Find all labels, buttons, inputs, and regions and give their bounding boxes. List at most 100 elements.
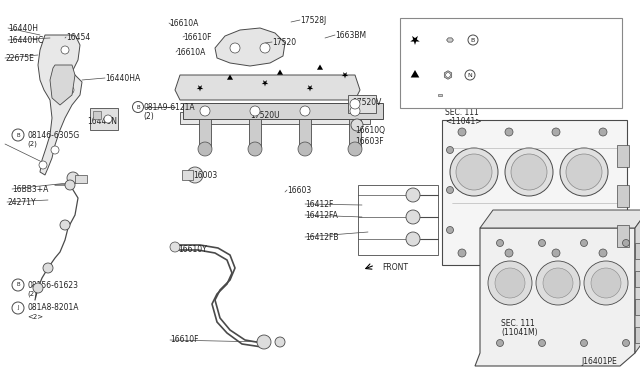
- Circle shape: [447, 147, 454, 154]
- Text: 16610Y: 16610Y: [178, 244, 207, 253]
- Text: 081A8-8501A: 081A8-8501A: [480, 35, 532, 45]
- Circle shape: [599, 249, 607, 257]
- Circle shape: [447, 227, 454, 234]
- Bar: [617, 225, 629, 247]
- Circle shape: [538, 340, 545, 346]
- Circle shape: [66, 86, 74, 94]
- Text: FRONT: FRONT: [382, 263, 408, 272]
- Text: 1663BM: 1663BM: [335, 31, 366, 39]
- Circle shape: [132, 102, 143, 112]
- Circle shape: [623, 340, 630, 346]
- Text: 16003: 16003: [193, 170, 217, 180]
- Text: B: B: [16, 282, 20, 288]
- Bar: [442, 120, 627, 265]
- Circle shape: [445, 73, 451, 77]
- Bar: [299, 119, 311, 149]
- Circle shape: [351, 119, 363, 131]
- Circle shape: [350, 106, 360, 116]
- Circle shape: [61, 46, 69, 54]
- Circle shape: [580, 340, 588, 346]
- Text: (11041M): (11041M): [501, 328, 538, 337]
- Circle shape: [257, 335, 271, 349]
- Bar: [348, 95, 376, 113]
- Text: 16603F: 16603F: [355, 137, 383, 145]
- Circle shape: [406, 188, 420, 202]
- Polygon shape: [196, 85, 204, 92]
- Polygon shape: [635, 210, 640, 353]
- Text: <2>: <2>: [27, 314, 43, 320]
- Text: 16440N: 16440N: [87, 116, 117, 125]
- Circle shape: [552, 128, 560, 136]
- Polygon shape: [317, 64, 323, 70]
- Bar: [180, 112, 370, 124]
- Text: ( 4 ): ( 4 ): [487, 84, 501, 90]
- Text: (2): (2): [27, 141, 37, 147]
- Circle shape: [599, 128, 607, 136]
- Circle shape: [468, 35, 478, 45]
- Polygon shape: [342, 72, 348, 78]
- Polygon shape: [410, 36, 420, 45]
- Text: 16440HC: 16440HC: [8, 35, 44, 45]
- Text: J: J: [17, 305, 19, 311]
- Circle shape: [543, 268, 573, 298]
- Text: J16401PE: J16401PE: [581, 357, 617, 366]
- Text: 16610F: 16610F: [183, 32, 211, 42]
- Text: B: B: [471, 38, 475, 42]
- Text: ( 4 ): ( 4 ): [490, 49, 504, 55]
- Text: 16610Q: 16610Q: [355, 125, 385, 135]
- Bar: [617, 145, 629, 167]
- Circle shape: [406, 210, 420, 224]
- Circle shape: [497, 340, 504, 346]
- Bar: [90, 108, 118, 130]
- Bar: [635, 327, 640, 343]
- Text: 16BB3+A: 16BB3+A: [12, 185, 49, 193]
- Polygon shape: [444, 71, 452, 79]
- Circle shape: [495, 268, 525, 298]
- Circle shape: [511, 154, 547, 190]
- Circle shape: [458, 249, 466, 257]
- Circle shape: [536, 261, 580, 305]
- Polygon shape: [175, 75, 360, 100]
- Text: 16610A: 16610A: [169, 19, 198, 28]
- Circle shape: [65, 180, 75, 190]
- Circle shape: [450, 148, 498, 196]
- Circle shape: [12, 302, 24, 314]
- Polygon shape: [215, 28, 285, 66]
- Circle shape: [497, 240, 504, 247]
- Text: 16454: 16454: [66, 32, 90, 42]
- Bar: [400, 18, 622, 108]
- Circle shape: [505, 249, 513, 257]
- Text: <11041>: <11041>: [445, 116, 481, 125]
- Text: 16440HA: 16440HA: [105, 74, 140, 83]
- Circle shape: [560, 148, 608, 196]
- Bar: [183, 103, 383, 119]
- Circle shape: [67, 172, 79, 184]
- Bar: [75, 175, 87, 183]
- Text: B: B: [16, 132, 20, 138]
- Bar: [249, 119, 261, 149]
- Text: 08146-6305G: 08146-6305G: [27, 131, 79, 140]
- Text: 16610A: 16610A: [176, 48, 205, 57]
- Text: 16603: 16603: [287, 186, 311, 195]
- Circle shape: [51, 146, 59, 154]
- Circle shape: [584, 261, 628, 305]
- Circle shape: [458, 128, 466, 136]
- Text: N: N: [468, 73, 472, 77]
- Polygon shape: [411, 70, 419, 77]
- Circle shape: [170, 242, 180, 252]
- Bar: [635, 243, 640, 259]
- Text: 16610X: 16610X: [464, 90, 493, 99]
- Text: 17528J: 17528J: [300, 16, 326, 25]
- Circle shape: [488, 261, 532, 305]
- Bar: [617, 185, 629, 207]
- Bar: [438, 94, 442, 96]
- Polygon shape: [447, 38, 453, 42]
- Circle shape: [33, 283, 43, 293]
- Circle shape: [566, 154, 602, 190]
- Text: 24271Y: 24271Y: [7, 198, 36, 206]
- Bar: [635, 271, 640, 287]
- Circle shape: [187, 167, 203, 183]
- Circle shape: [465, 70, 475, 80]
- Circle shape: [12, 279, 24, 291]
- Circle shape: [104, 115, 112, 123]
